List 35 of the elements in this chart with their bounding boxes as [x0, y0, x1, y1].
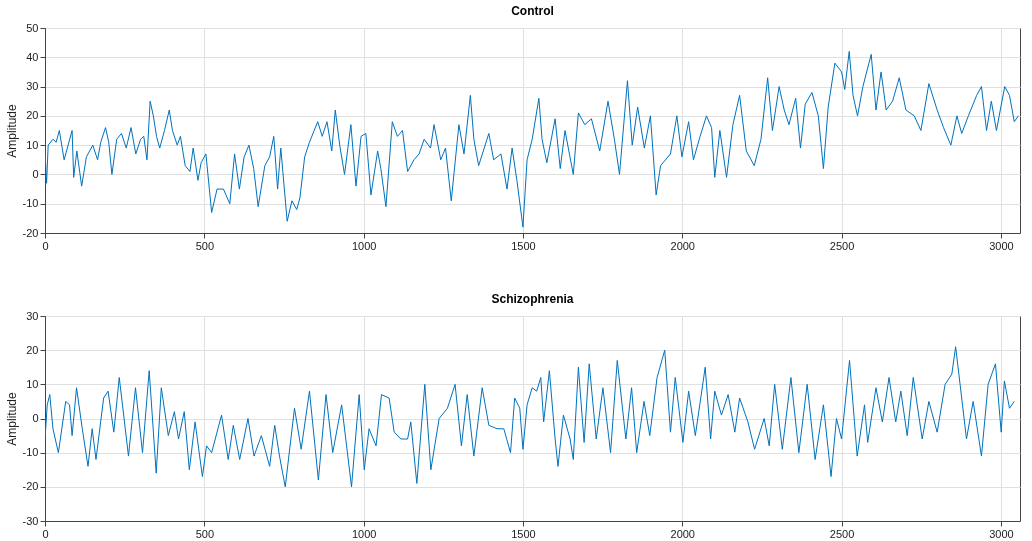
x-tick-label: 3000 — [989, 239, 1014, 252]
x-tick-label: 1500 — [511, 239, 536, 252]
x-tick-label: 500 — [195, 527, 214, 540]
x-tick-label: 2500 — [829, 239, 855, 252]
y-tick-label: 40 — [26, 50, 39, 63]
y-tick-label: -20 — [22, 480, 39, 493]
x-tick-label: 1000 — [351, 527, 377, 540]
y-tick-label: 30 — [26, 309, 39, 322]
x-tick-label: 1500 — [511, 527, 536, 540]
x-tick-label: 2000 — [670, 239, 695, 252]
y-tick-label: -20 — [22, 226, 39, 239]
x-tick-label: 2500 — [829, 527, 855, 540]
y-tick-label: 20 — [26, 343, 39, 356]
chart-title: Schizophrenia — [491, 292, 574, 306]
y-axis-title: Amplitude — [4, 104, 19, 158]
line-series — [45, 50, 1019, 228]
x-tick-label: 500 — [195, 239, 214, 252]
y-tick-label: 10 — [26, 138, 39, 151]
x-tick-label: 1000 — [351, 239, 377, 252]
y-tick-label: -30 — [22, 514, 39, 527]
x-tick-label: 0 — [42, 527, 49, 540]
y-tick-label: 20 — [26, 109, 39, 122]
y-axis-title: Amplitude — [4, 392, 19, 446]
line-series — [45, 346, 1015, 488]
x-tick-label: 0 — [42, 239, 49, 252]
y-tick-label: -10 — [22, 446, 39, 459]
y-tick-label: 30 — [26, 80, 39, 93]
y-tick-label: 50 — [26, 21, 39, 34]
chart-title: Control — [511, 4, 554, 18]
y-tick-label: 10 — [26, 377, 39, 390]
x-tick-label: 2000 — [670, 527, 695, 540]
x-tick-label: 3000 — [989, 527, 1014, 540]
y-tick-label: 0 — [32, 167, 39, 180]
y-tick-label: -10 — [22, 197, 39, 210]
y-tick-label: 0 — [32, 412, 39, 424]
